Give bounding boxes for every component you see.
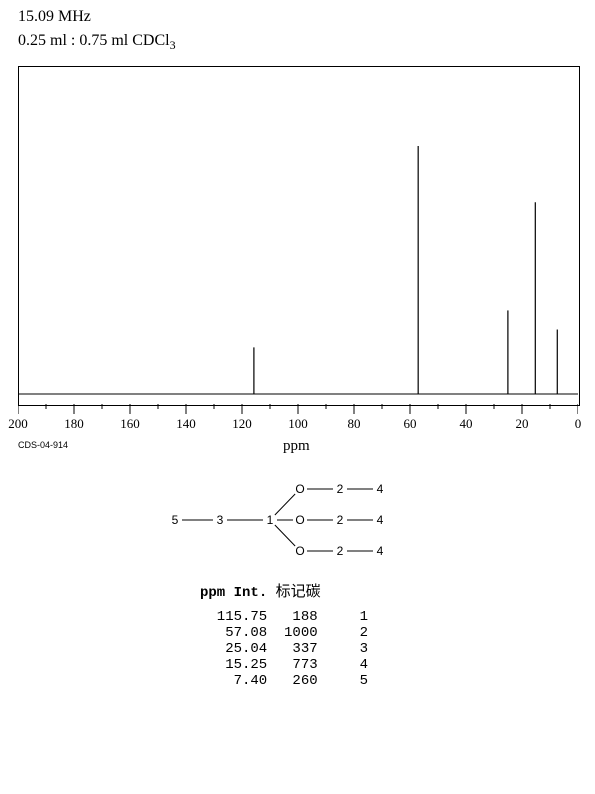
molecule-structure: 5 3 1 O 2 4 O 2 4 O 2 4 [165,475,425,565]
table-header-int: Int. [234,585,276,601]
structure-bond [275,494,295,515]
header-line2-sub: 3 [170,38,176,52]
xaxis-tick-label: 120 [228,416,256,432]
table-row: 25.04 337 3 [200,641,368,657]
structure-atom-label: 4 [377,482,384,496]
structure-atom-label: O [295,513,304,527]
xaxis-tick-label: 0 [564,416,592,432]
structure-atom-label: 2 [337,482,344,496]
xaxis-tick-label: 200 [4,416,32,432]
table-row: 115.75 188 1 [200,609,368,625]
xaxis-label: ppm [283,438,310,455]
table-row: 15.25 773 4 [200,657,368,673]
structure-atom-label: 5 [172,513,179,527]
structure-atom-label: 2 [337,513,344,527]
table-header-carbon: 标记碳 [276,584,321,600]
structure-atom-label: 4 [377,544,384,558]
xaxis-tick-label: 140 [172,416,200,432]
structure-atom-label: 2 [337,544,344,558]
table-header-row: ppm Int. 标记碳 [200,580,368,601]
structure-atom-label: O [295,482,304,496]
table-row: 7.40 260 5 [200,673,368,689]
xaxis-tick-label: 100 [284,416,312,432]
header-line2-prefix: 0.25 ml : 0.75 ml CDCl [18,32,170,49]
structure-atom-label: 4 [377,513,384,527]
table-header-ppm: ppm [200,585,234,601]
table-row: 57.08 1000 2 [200,625,368,641]
xaxis-tick-label: 180 [60,416,88,432]
cds-id-label: CDS-04-914 [18,440,68,450]
peak-table: ppm Int. 标记碳 115.75 188 1 57.08 1000 2 2… [200,580,368,689]
structure-atom-label: 3 [217,513,224,527]
header-line2: 0.25 ml : 0.75 ml CDCl3 [18,32,176,53]
nmr-spectrum [18,66,578,439]
xaxis-tick-label: 80 [340,416,368,432]
header-line1: 15.09 MHz [18,8,91,26]
xaxis-tick-label: 40 [452,416,480,432]
xaxis-tick-label: 20 [508,416,536,432]
structure-atom-label: O [295,544,304,558]
xaxis-tick-label: 160 [116,416,144,432]
structure-bond [275,525,295,546]
structure-atom-label: 1 [267,513,274,527]
xaxis-tick-label: 60 [396,416,424,432]
